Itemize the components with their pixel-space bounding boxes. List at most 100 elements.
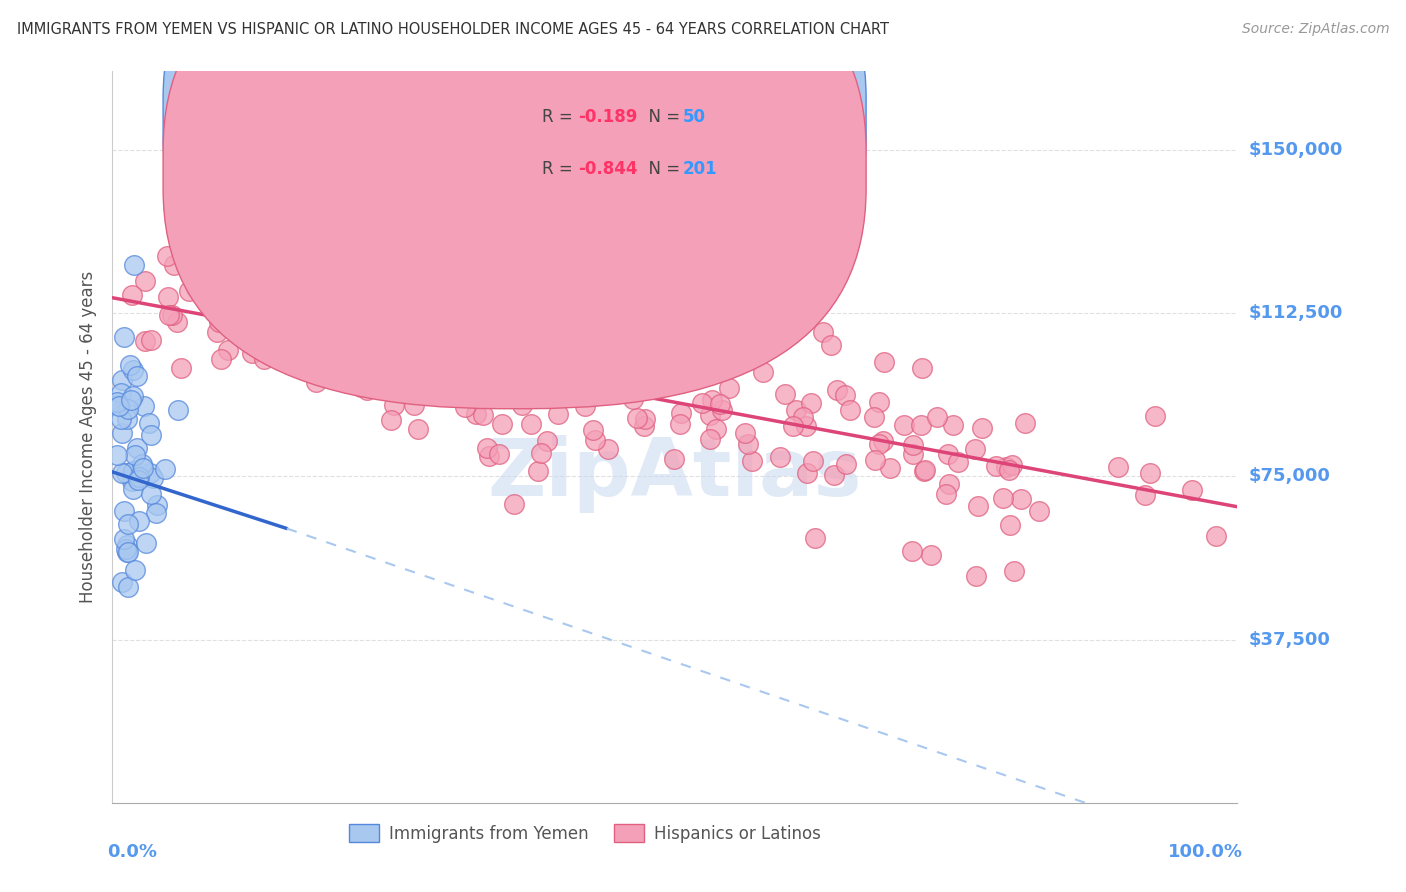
Point	[582, 423, 605, 437]
Point	[519, 417, 541, 432]
Point	[488, 447, 510, 461]
Point	[430, 349, 453, 363]
Point	[579, 347, 602, 361]
Point	[426, 323, 449, 337]
Point	[675, 346, 697, 360]
Point	[138, 416, 160, 430]
Point	[912, 464, 935, 478]
Point	[734, 426, 756, 441]
Point	[731, 351, 754, 366]
Point	[290, 318, 312, 333]
Point	[308, 338, 330, 352]
Point	[280, 332, 302, 346]
Point	[1028, 503, 1050, 517]
Point	[325, 330, 347, 344]
Point	[773, 387, 796, 401]
Point	[385, 313, 408, 327]
Point	[437, 388, 460, 402]
Point	[823, 467, 845, 482]
Point	[1181, 483, 1204, 498]
Point	[927, 410, 949, 425]
Point	[406, 422, 429, 436]
Point	[166, 315, 188, 329]
Point	[662, 452, 685, 467]
Point	[1001, 458, 1024, 472]
Point	[486, 335, 509, 350]
Point	[145, 506, 167, 520]
Point	[1139, 467, 1161, 481]
Point	[499, 329, 522, 343]
Point	[893, 417, 915, 432]
Point	[278, 273, 301, 287]
Point	[449, 362, 471, 376]
Point	[599, 385, 621, 400]
Point	[127, 473, 149, 487]
Point	[709, 356, 731, 370]
Point	[373, 383, 395, 397]
Point	[704, 422, 727, 436]
Point	[737, 437, 759, 451]
Point	[266, 304, 288, 318]
Point	[335, 260, 357, 274]
Point	[276, 252, 298, 267]
Point	[498, 294, 520, 309]
Point	[592, 387, 614, 401]
Point	[599, 347, 621, 361]
Text: IMMIGRANTS FROM YEMEN VS HISPANIC OR LATINO HOUSEHOLDER INCOME AGES 45 - 64 YEAR: IMMIGRANTS FROM YEMEN VS HISPANIC OR LAT…	[17, 22, 889, 37]
Point	[384, 398, 406, 412]
Point	[536, 434, 558, 449]
Point	[162, 258, 184, 272]
Point	[284, 341, 307, 355]
Point	[621, 392, 644, 407]
Point	[900, 544, 922, 558]
Point	[153, 462, 176, 476]
Point	[963, 442, 986, 457]
Point	[491, 344, 513, 359]
Point	[105, 395, 128, 409]
Point	[491, 417, 513, 431]
Point	[124, 449, 146, 463]
Point	[184, 281, 207, 295]
Point	[1205, 529, 1227, 543]
Point	[157, 308, 180, 322]
Point	[107, 448, 129, 462]
Point	[901, 438, 924, 452]
Point	[409, 314, 432, 328]
Point	[408, 317, 430, 331]
Point	[491, 300, 513, 314]
Point	[873, 355, 896, 369]
Point	[437, 318, 460, 332]
Point	[946, 455, 969, 469]
Point	[468, 385, 491, 400]
Text: R =: R =	[543, 160, 578, 178]
Point	[1000, 518, 1022, 533]
Point	[794, 418, 817, 433]
Text: -0.844: -0.844	[578, 160, 638, 178]
Point	[142, 471, 165, 485]
Legend: Immigrants from Yemen, Hispanics or Latinos: Immigrants from Yemen, Hispanics or Lati…	[343, 818, 827, 849]
Point	[228, 301, 250, 315]
Point	[162, 308, 184, 322]
Text: $150,000: $150,000	[1249, 141, 1343, 159]
Point	[801, 454, 824, 468]
Point	[264, 294, 287, 309]
Point	[477, 441, 499, 455]
Point	[510, 398, 533, 412]
Point	[911, 361, 934, 376]
Point	[122, 389, 145, 403]
Point	[114, 541, 136, 556]
Point	[115, 467, 138, 481]
Point	[942, 418, 965, 433]
Point	[120, 393, 142, 408]
Text: Source: ZipAtlas.com: Source: ZipAtlas.com	[1241, 22, 1389, 37]
Point	[121, 474, 143, 488]
Point	[914, 463, 936, 477]
Point	[111, 467, 134, 481]
Point	[350, 380, 373, 394]
Point	[107, 398, 129, 412]
Point	[478, 450, 501, 464]
Point	[128, 514, 150, 528]
Point	[813, 325, 835, 339]
Point	[135, 536, 157, 550]
Point	[115, 545, 138, 559]
